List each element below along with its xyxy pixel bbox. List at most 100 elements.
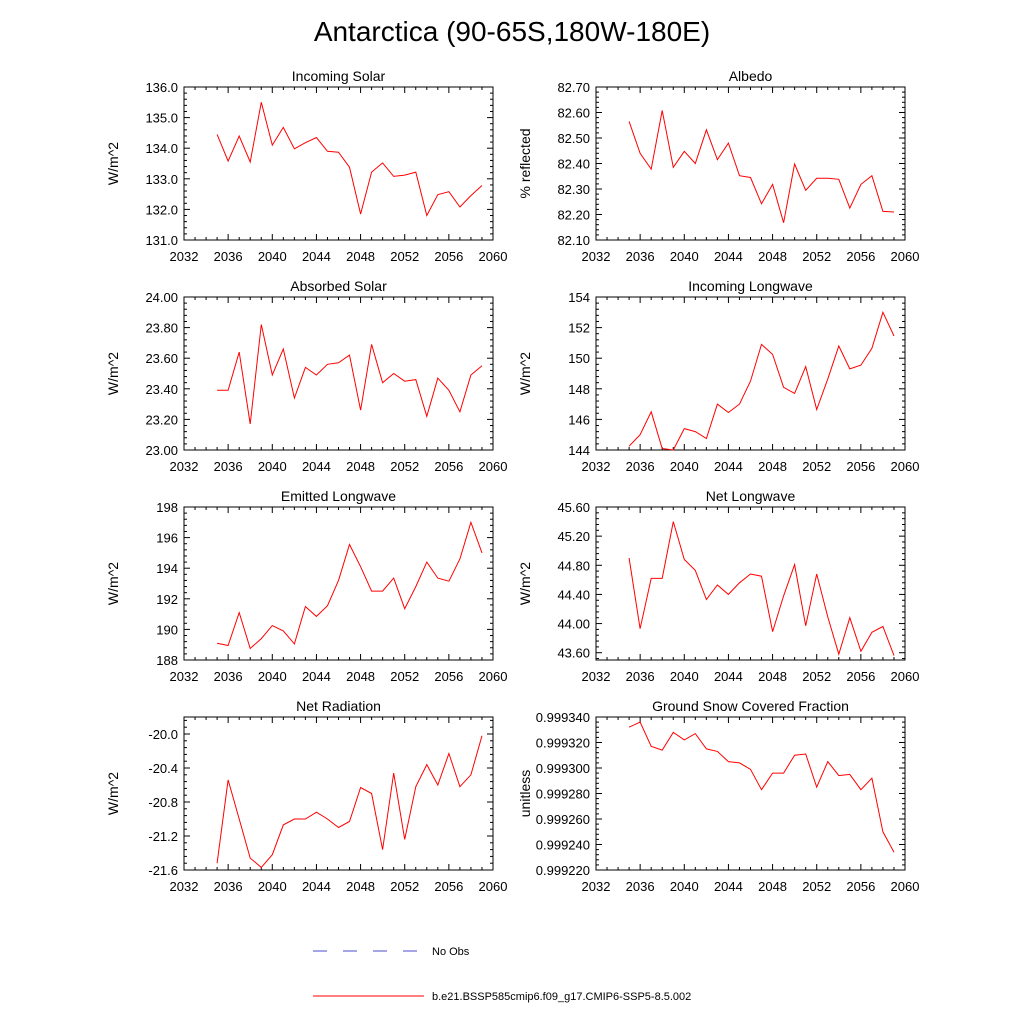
y-tick-label: 0.999300 [536,761,590,776]
x-tick-label: 2040 [670,459,699,474]
y-tick-label: 44.00 [557,617,590,632]
legend: No Obs b.e21.BSSP585cmip6.f09_g17.CMIP6-… [313,946,691,1003]
y-tick-label: 23.40 [145,382,178,397]
x-tick-label: 2048 [758,459,787,474]
chart-panel-7: Ground Snow Covered Fraction unitless 2032… [517,698,919,894]
panel-title: Albedo [729,68,773,84]
y-axis-label: unitless [517,770,533,817]
y-tick-label: 0.999240 [536,838,590,853]
y-tick-label: 23.60 [145,351,178,366]
y-tick-label: -20.8 [148,795,178,810]
plot-frame [595,86,906,241]
y-tick-label: 154 [568,290,590,305]
x-tick-label: 2032 [170,879,199,894]
x-tick-label: 2040 [258,879,287,894]
legend-label-no-obs: No Obs [432,946,470,958]
y-tick-label: 45.60 [557,500,590,515]
plot-frame [183,86,494,241]
series-line-0 [628,110,895,223]
x-tick-label: 2032 [582,249,611,264]
x-tick-label: 2044 [714,669,743,684]
y-tick-label: 190 [156,622,178,637]
y-tick-label: -21.2 [148,829,178,844]
x-tick-label: 2036 [214,459,243,474]
y-tick-label: 23.00 [145,443,178,458]
x-tick-label: 2052 [802,249,831,264]
panel-title: Ground Snow Covered Fraction [652,698,849,714]
y-tick-label: 23.80 [145,321,178,336]
x-tick-label: 2052 [390,459,419,474]
y-tick-label: 45.20 [557,529,590,544]
y-tick-label: 148 [568,382,590,397]
x-tick-label: 2056 [434,459,463,474]
y-tick-label: 0.999260 [536,812,590,827]
y-tick-label: 23.20 [145,412,178,427]
y-axis-label: W/m^2 [105,562,121,605]
plot-frame [183,716,494,871]
x-tick-label: 2052 [390,249,419,264]
x-tick-label: 2044 [302,249,331,264]
x-tick-label: 2044 [714,879,743,894]
x-tick-label: 2036 [214,879,243,894]
figure-title: Antarctica (90-65S,180W-180E) [314,16,710,47]
x-tick-label: 2048 [346,459,375,474]
plot-frame [183,506,494,661]
x-tick-label: 2052 [802,879,831,894]
x-tick-label: 2048 [758,669,787,684]
panel-title: Net Radiation [296,698,381,714]
panel-title: Emitted Longwave [281,488,396,504]
x-tick-label: 2048 [758,249,787,264]
chart-panel-0: Incoming Solar W/m^2 2032 2036 2040 2044 2048 2… [105,68,507,264]
x-tick-label: 2040 [670,249,699,264]
x-tick-label: 2060 [891,879,920,894]
x-tick-label: 2040 [670,669,699,684]
y-axis-label: % reflected [517,128,533,198]
x-tick-label: 2056 [434,249,463,264]
x-tick-label: 2056 [846,249,875,264]
chart-panel-6: Net Radiation W/m^2 2032 2036 2040 2044 2048 20… [105,698,507,894]
series-line-0 [217,324,483,425]
y-tick-label: 43.60 [557,646,590,661]
x-tick-label: 2032 [170,459,199,474]
series-line-0 [628,521,895,656]
y-tick-label: 82.40 [557,157,590,172]
y-tick-label: 135.0 [145,111,178,126]
y-tick-label: 133.0 [145,172,178,187]
y-tick-label: 24.00 [145,290,178,305]
x-tick-label: 2040 [258,249,287,264]
x-tick-label: 2052 [390,879,419,894]
chart-panel-1: Albedo % reflected 2032 2036 2040 2044 2048 205… [517,68,919,264]
x-tick-label: 2044 [714,249,743,264]
y-axis-label: W/m^2 [105,772,121,815]
y-tick-label: 152 [568,321,590,336]
plot-frame [595,296,906,451]
x-tick-label: 2036 [626,879,655,894]
x-tick-label: 2060 [479,459,508,474]
y-tick-label: 82.20 [557,208,590,223]
y-tick-label: 132.0 [145,202,178,217]
y-tick-label: 194 [156,561,178,576]
chart-panel-4: Emitted Longwave W/m^2 2032 2036 2040 2044 204… [105,488,507,684]
y-tick-label: 144 [568,443,590,458]
panel-title: Incoming Solar [292,68,386,84]
x-tick-label: 2060 [891,249,920,264]
y-tick-label: -21.6 [148,863,178,878]
x-tick-label: 2060 [891,669,920,684]
plot-frame [595,716,906,871]
y-tick-label: 44.40 [557,587,590,602]
x-tick-label: 2060 [479,249,508,264]
y-tick-label: 131.0 [145,233,178,248]
y-tick-label: 0.999320 [536,736,590,751]
series-line-0 [628,721,895,853]
x-tick-label: 2032 [170,249,199,264]
x-tick-label: 2036 [214,249,243,264]
legend-label-model: b.e21.BSSP585cmip6.f09_g17.CMIP6-SSP5-8.… [432,991,691,1003]
x-tick-label: 2040 [258,669,287,684]
series-line-0 [216,520,483,650]
y-axis-label: W/m^2 [517,352,533,395]
y-tick-label: 44.80 [557,558,590,573]
panel-title: Incoming Longwave [688,278,813,294]
series-line-0 [628,310,895,451]
series-line-0 [216,102,483,217]
